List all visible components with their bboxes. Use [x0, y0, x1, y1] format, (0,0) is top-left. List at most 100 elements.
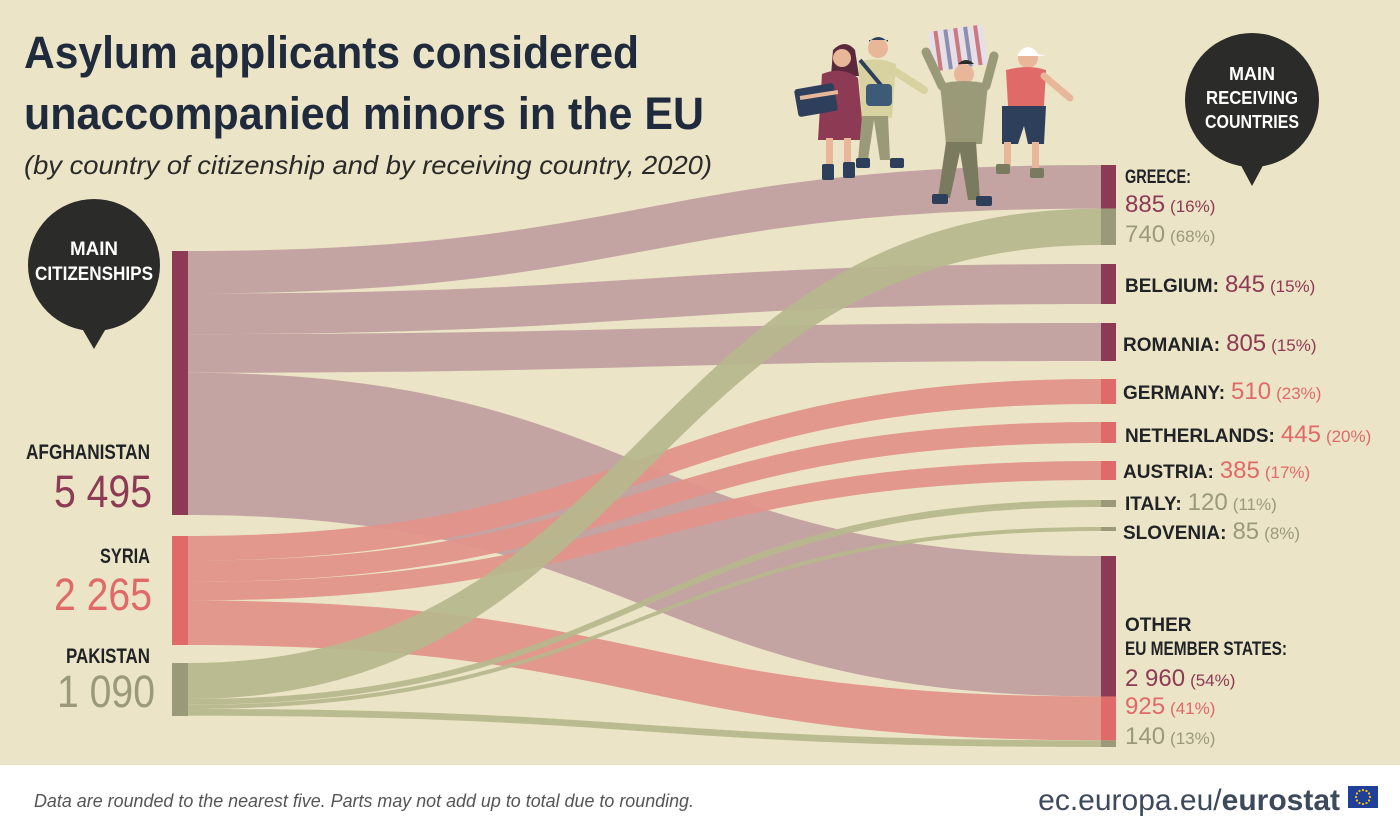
target-label-greece: GREECE:: [1125, 167, 1191, 188]
footer-panel: [0, 765, 1400, 827]
value-text: 2 960: [1125, 665, 1185, 692]
flow-afghanistan-to-romania: [188, 323, 1101, 373]
value-text: 885: [1125, 191, 1165, 218]
target-value-other-syria: 925 (41%): [1125, 693, 1215, 720]
value-text: 925: [1125, 693, 1165, 720]
target-row-slovenia: SLOVENIA: 85 (8%): [1123, 518, 1300, 545]
target-row-belgium: BELGIUM: 845 (15%): [1125, 271, 1315, 298]
value-text: 510: [1231, 378, 1271, 405]
value-text: 385: [1220, 457, 1260, 484]
value-text: 845: [1225, 271, 1265, 298]
source-bar-syria: [172, 536, 188, 645]
flow-pakistan-to-other: [188, 708, 1101, 747]
target-label-slovenia: SLOVENIA:: [1123, 523, 1226, 544]
target-bar-netherlands-syria: [1101, 422, 1116, 443]
target-bar-other-syria: [1101, 696, 1116, 741]
person-woman-illustration: [794, 44, 864, 180]
eu-star: [1358, 801, 1361, 805]
target-label-other: OTHER: [1125, 615, 1192, 636]
sankey-flows: [188, 165, 1101, 747]
flow-pakistan-to-greece: [188, 208, 1101, 699]
value-text: 740: [1125, 221, 1165, 248]
target-bar-belgium-afghanistan: [1101, 264, 1116, 304]
person-cap-man-illustration: [996, 47, 1074, 178]
share-text: (13%): [1170, 729, 1215, 748]
share-text: (11%): [1233, 495, 1277, 514]
eu-star: [1368, 795, 1372, 799]
share-text: (41%): [1170, 699, 1215, 718]
eu-star: [1354, 795, 1358, 799]
target-bar-other-afghanistan: [1101, 556, 1116, 697]
share-text: (23%): [1276, 384, 1321, 403]
target-label-belgium: BELGIUM:: [1125, 276, 1219, 297]
person-boy-illustration: [856, 37, 928, 168]
target-label-germany: GERMANY:: [1123, 383, 1225, 404]
source-label-pakistan: PAKISTAN: [66, 645, 150, 668]
brand-name: eurostat: [1222, 784, 1340, 817]
bubble-right-line-1: MAIN: [1229, 64, 1275, 84]
value-text: 120: [1188, 489, 1228, 516]
target-bar-slovenia-pakistan: [1101, 527, 1116, 531]
people-illustration: [794, 24, 1074, 206]
flow-pakistan-to-italy: [188, 500, 1101, 705]
source-bar-afghanistan: [172, 251, 188, 515]
flow-afghanistan-to-greece: [188, 165, 1101, 294]
target-labels: GREECE: 885 (16%) 740 (68%) BELGIUM: 845 (15…: [1123, 167, 1371, 750]
eu-star: [1355, 799, 1359, 802]
eu-star: [1361, 788, 1365, 792]
share-text: (16%): [1170, 197, 1215, 216]
target-row-germany: GERMANY: 510 (23%): [1123, 378, 1321, 405]
source-value-pakistan: 1 090: [57, 666, 155, 717]
target-label-netherlands: NETHERLANDS:: [1125, 426, 1275, 447]
eu-star: [1367, 792, 1371, 795]
eu-star: [1365, 789, 1368, 793]
target-label-romania: ROMANIA:: [1123, 335, 1220, 356]
eu-star: [1358, 789, 1361, 793]
bubble-right-line-2: RECEIVING: [1206, 88, 1298, 108]
target-label-other-2: EU MEMBER STATES:: [1125, 639, 1287, 660]
value-text: 140: [1125, 723, 1165, 750]
share-text: (15%): [1270, 277, 1315, 296]
target-row-romania: ROMANIA: 805 (15%): [1123, 330, 1317, 357]
footnote: Data are rounded to the nearest five. Pa…: [34, 791, 694, 811]
brand-url: ec.europa.eu/: [1038, 784, 1222, 817]
target-row-austria: AUSTRIA: 385 (17%): [1123, 457, 1310, 484]
main-receiving-countries-bubble: MAIN RECEIVING COUNTRIES: [1185, 33, 1319, 186]
source-bar-pakistan: [172, 663, 188, 716]
target-value-other-afghanistan: 2 960 (54%): [1125, 665, 1235, 692]
source-label-syria: SYRIA: [100, 545, 150, 568]
target-row-netherlands: NETHERLANDS: 445 (20%): [1125, 421, 1371, 448]
target-value-greece-pakistan: 740 (68%): [1125, 221, 1215, 248]
target-label-italy: ITALY:: [1125, 494, 1182, 515]
target-value-greece-afghanistan: 885 (16%): [1125, 191, 1215, 218]
target-bar-romania-afghanistan: [1101, 323, 1116, 361]
target-bar-greece-afghanistan: [1101, 165, 1116, 209]
share-text: (68%): [1170, 227, 1215, 246]
bubble-left-line-2: CITIZENSHIPS: [35, 264, 153, 285]
share-text: (15%): [1271, 336, 1316, 355]
share-text: (17%): [1265, 463, 1310, 482]
share-text: (20%): [1326, 427, 1371, 446]
share-text: (54%): [1190, 671, 1235, 690]
subtitle: (by country of citizenship and by receiv…: [24, 150, 712, 180]
value-text: 805: [1226, 330, 1266, 357]
target-bar-austria-syria: [1101, 461, 1116, 480]
value-text: 445: [1281, 421, 1321, 448]
eu-star: [1365, 801, 1368, 805]
source-value-afghanistan: 5 495: [54, 466, 152, 517]
target-bar-other-pakistan: [1101, 740, 1116, 747]
main-citizenships-bubble: MAIN CITIZENSHIPS: [28, 199, 160, 349]
target-row-italy: ITALY: 120 (11%): [1125, 489, 1277, 516]
title-line-2: unaccompanied minors in the EU: [24, 88, 704, 139]
target-bars: [1101, 165, 1116, 747]
target-label-austria: AUSTRIA:: [1123, 462, 1214, 483]
target-value-other-pakistan: 140 (13%): [1125, 723, 1215, 750]
eurostat-brand[interactable]: ec.europa.eu/eurostat: [1038, 784, 1340, 817]
flow-syria-to-austria: [188, 461, 1101, 601]
bubble-right-line-3: COUNTRIES: [1205, 112, 1299, 132]
source-label-afghanistan: AFGHANISTAN: [26, 441, 150, 464]
target-bar-germany-syria: [1101, 379, 1116, 404]
target-bar-greece-pakistan: [1101, 208, 1116, 245]
eu-star: [1355, 792, 1359, 795]
